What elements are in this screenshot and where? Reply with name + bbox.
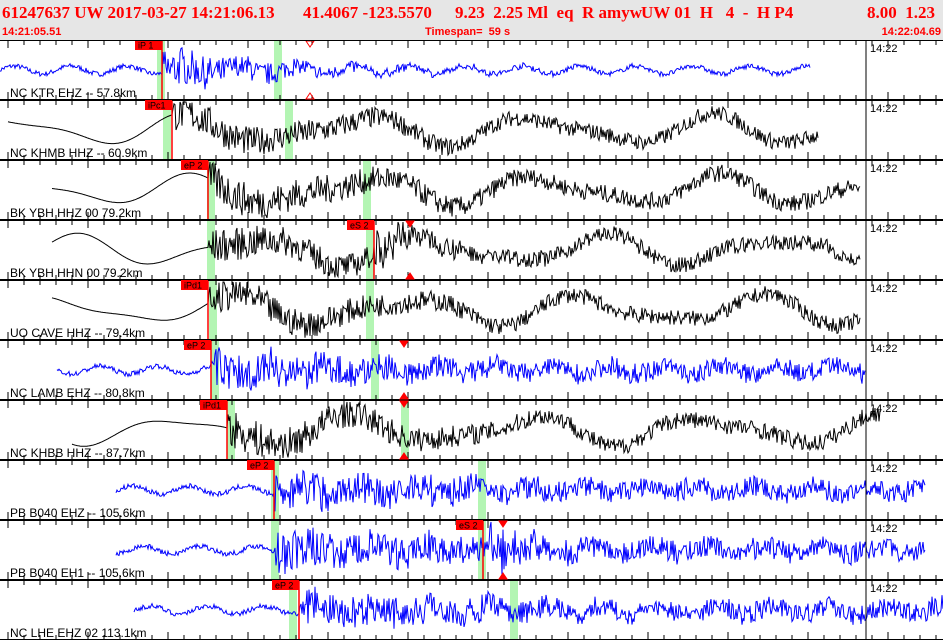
channel-label: BK YBH HHZ 00 79.2km (10, 206, 141, 220)
amplitude-marker-icon[interactable] (399, 340, 409, 348)
channel-row[interactable]: 14:22 eP 2 PB B040 EHZ -- 105.6km (0, 460, 943, 521)
event-header: 61247637 UW 2017-03-27 14:21:06.13 41.40… (0, 0, 943, 40)
waveform-trace (133, 586, 943, 629)
seismogram-panel[interactable]: 14:22 iP 1 NC KTR EHZ -- 57.8km 14:22 iPc1 NC… (0, 40, 943, 640)
amplitude-marker-icon[interactable] (498, 572, 508, 580)
pick-flag[interactable] (200, 400, 227, 410)
pick-window (289, 581, 297, 639)
pick-window (157, 41, 165, 99)
amplitude-marker-icon[interactable] (305, 40, 315, 48)
minute-marker-label: 14:22 (870, 343, 898, 355)
pick-label: eP 2 (187, 341, 205, 351)
channel-label: PB B040 EH1 -- 105.6km (10, 566, 145, 580)
pick-window (271, 461, 279, 519)
amplitude-marker-icon[interactable] (405, 272, 415, 280)
event-id-time: 61247637 UW 2017-03-27 14:21:06.13 (2, 3, 275, 22)
channel-row[interactable]: 14:22 iPd1 UO CAVE HHZ -- 79.4km (0, 280, 943, 341)
pick-flag[interactable] (181, 280, 208, 290)
pick-window (478, 461, 486, 519)
event-magnitude: 9.23 2.25 Ml eq R amyw (455, 3, 642, 22)
pick-flag[interactable] (272, 580, 299, 590)
channel-row[interactable]: 14:22 eP 2 NC LHE EHZ 02 113.1km (0, 580, 943, 640)
pick-label: eP 2 (275, 581, 293, 591)
event-location: 41.4067 -123.5570 (303, 3, 432, 22)
pick-window (366, 281, 374, 339)
pick-window (207, 221, 215, 279)
channel-label: BK YBH HHN 00 79.2km (10, 266, 143, 280)
pick-window (363, 161, 371, 219)
pick-window (211, 341, 219, 399)
pick-label: iPc1 (148, 101, 166, 111)
pick-label: iP 1 (138, 41, 153, 51)
waveform-trace (51, 221, 861, 279)
minute-marker-label: 14:22 (870, 103, 898, 115)
end-time: 14:22:04.69 (881, 26, 941, 38)
minute-marker-label: 14:22 (870, 223, 898, 235)
channel-row[interactable]: 14:22 iP 1 NC KTR EHZ -- 57.8km (0, 40, 943, 101)
channel-label: NC KHMB HHZ -- 60.9km (10, 146, 147, 160)
event-quality: 8.00 1.23 (867, 3, 935, 22)
minute-marker-label: 14:22 (870, 463, 898, 475)
channel-label: NC LAMB EHZ -- 80.8km (10, 386, 145, 400)
pick-label: eP 2 (184, 161, 202, 171)
pick-label: eS 2 (459, 521, 478, 531)
channel-label: UO CAVE HHZ -- 79.4km (10, 326, 145, 340)
minute-marker-label: 14:22 (870, 583, 898, 595)
channel-label: PB B040 EHZ -- 105.6km (10, 506, 145, 520)
channel-label: NC KHBB HHZ -- 87.7km (10, 446, 145, 460)
minute-marker-label: 14:22 (870, 43, 898, 55)
pick-label: eP 2 (250, 461, 268, 471)
minute-marker-label: 14:22 (870, 163, 898, 175)
minute-marker-label: 14:22 (870, 283, 898, 295)
pick-window (510, 581, 518, 639)
pick-flag[interactable] (456, 520, 483, 530)
waveform-trace (0, 46, 811, 90)
pick-flag[interactable] (184, 340, 211, 350)
pick-window (285, 101, 293, 159)
channel-label: NC KTR EHZ -- 57.8km (10, 86, 136, 100)
pick-label: iPd1 (184, 281, 202, 291)
waveform-trace (115, 521, 926, 576)
timespan: Timespan= 59 s (425, 26, 511, 38)
channel-row[interactable]: 14:22 iPc1 NC KHMB HHZ -- 60.9km (0, 100, 943, 161)
pick-window (209, 281, 217, 339)
channel-row[interactable]: 14:22 eS 2 BK YBH HHN 00 79.2km (0, 220, 943, 281)
pick-flag[interactable] (135, 40, 162, 50)
pick-window (401, 401, 409, 459)
pick-flag[interactable] (247, 460, 274, 470)
amplitude-marker-icon[interactable] (305, 92, 315, 100)
waveform-trace (51, 281, 861, 338)
amplitude-marker-icon[interactable] (399, 400, 409, 408)
channel-row[interactable]: 14:22 eS 2 PB B040 EH1 -- 105.6km (0, 520, 943, 581)
channel-row[interactable]: 14:22 eP 2 NC LAMB EHZ -- 80.8km (0, 340, 943, 401)
pick-flag[interactable] (347, 220, 374, 230)
pick-window (366, 221, 374, 279)
channel-row[interactable]: 14:22 iPd1 NC KHBB HHZ -- 87.7km (0, 400, 943, 461)
start-time: 14:21:05.51 (2, 26, 62, 38)
pick-window (371, 341, 379, 399)
waveform-trace (115, 469, 926, 513)
pick-flag[interactable] (145, 100, 172, 110)
channel-label: NC LHE EHZ 02 113.1km (10, 626, 147, 640)
amplitude-marker-icon[interactable] (399, 452, 409, 460)
waveform-trace (7, 101, 819, 157)
event-solution: UW 01 H 4 - H P4 (641, 3, 794, 22)
pick-window (478, 521, 486, 579)
amplitude-marker-icon[interactable] (399, 392, 409, 400)
pick-label: eS 2 (350, 221, 369, 231)
amplitude-marker-icon[interactable] (498, 520, 508, 528)
pick-label: iPd1 (203, 401, 221, 411)
waveform-trace (71, 401, 881, 459)
pick-window (207, 161, 215, 219)
amplitude-marker-icon[interactable] (405, 220, 415, 228)
waveform-trace (56, 346, 866, 391)
pick-window (163, 101, 171, 159)
minute-marker-label: 14:22 (870, 403, 898, 415)
channel-row[interactable]: 14:22 eP 2 BK YBH HHZ 00 79.2km (0, 160, 943, 221)
minute-marker-label: 14:22 (870, 523, 898, 535)
waveform-trace (51, 161, 861, 219)
pick-flag[interactable] (181, 160, 208, 170)
